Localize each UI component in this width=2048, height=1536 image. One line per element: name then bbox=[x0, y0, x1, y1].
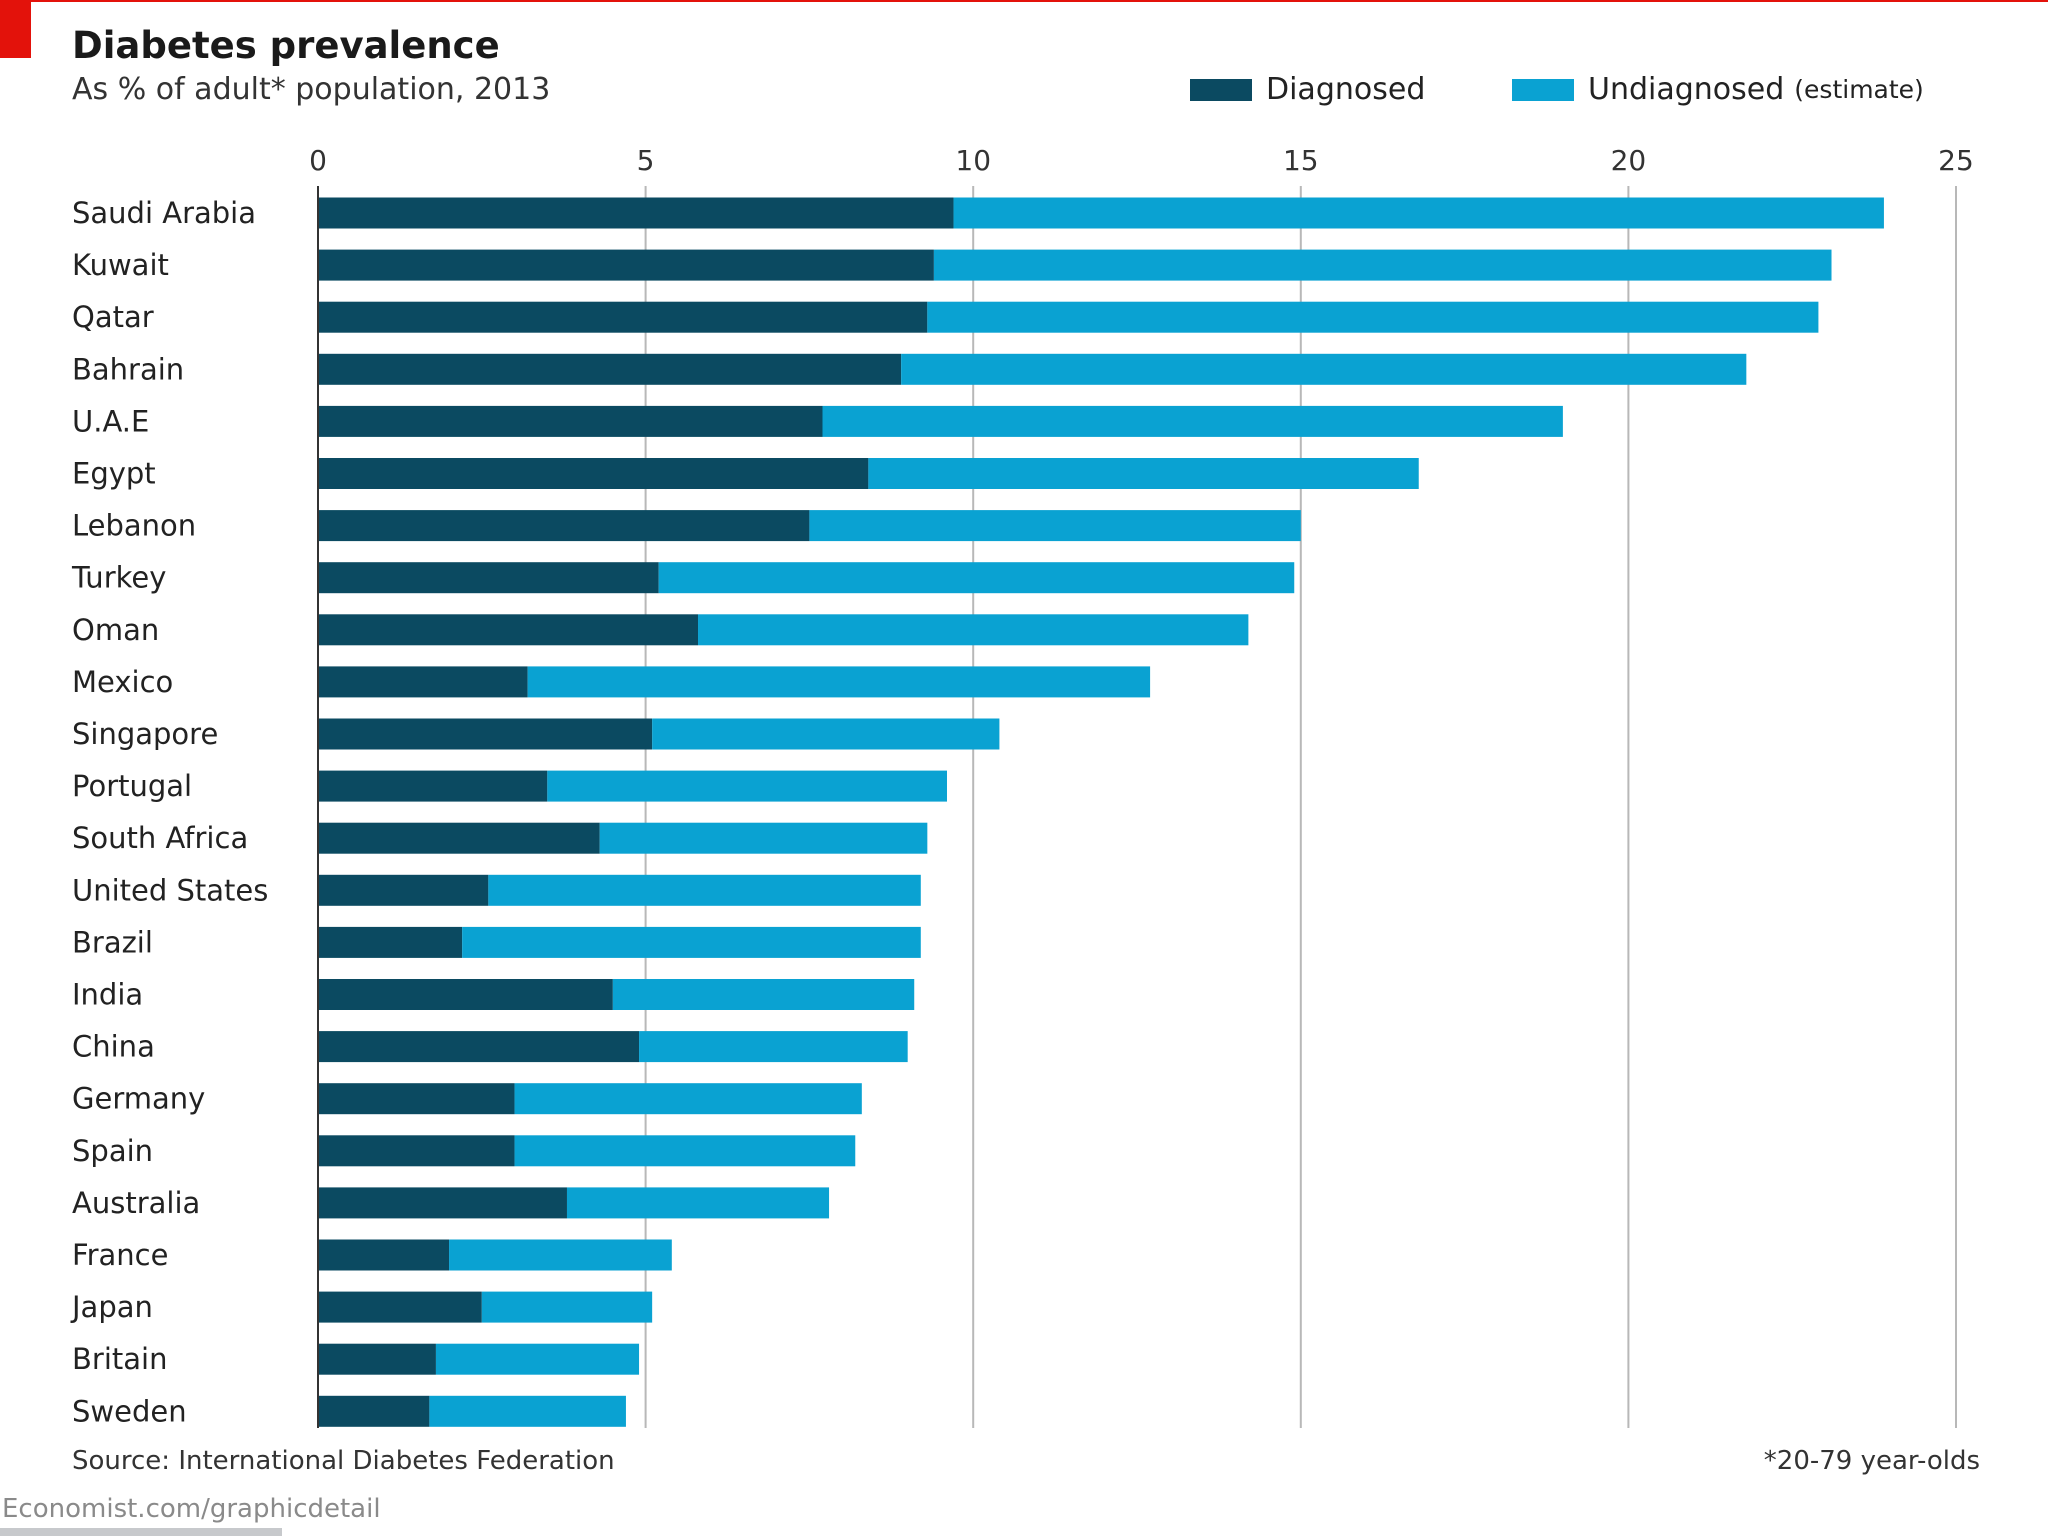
category-label: Turkey bbox=[71, 561, 166, 595]
chart-title: Diabetes prevalence bbox=[72, 24, 500, 67]
bar-undiagnosed bbox=[612, 979, 915, 1010]
footnote: *20-79 year-olds bbox=[1763, 1446, 1980, 1476]
bar-diagnosed bbox=[318, 510, 810, 542]
bar-undiagnosed bbox=[809, 510, 1301, 542]
category-label: Singapore bbox=[72, 717, 218, 751]
category-label: Portugal bbox=[72, 769, 192, 803]
x-axis-ticks: 0 5 10 15 20 25 bbox=[309, 144, 1974, 177]
bar-undiagnosed bbox=[901, 353, 1747, 385]
bar-undiagnosed bbox=[927, 301, 1819, 333]
x-tick-label: 25 bbox=[1938, 144, 1974, 177]
bar-undiagnosed bbox=[514, 1083, 862, 1115]
bar-diagnosed bbox=[318, 1395, 430, 1427]
bar-diagnosed bbox=[318, 1031, 640, 1063]
x-tick-label: 20 bbox=[1611, 144, 1647, 177]
bar-diagnosed bbox=[318, 718, 653, 750]
category-label: Qatar bbox=[72, 300, 154, 334]
bar-undiagnosed bbox=[822, 405, 1563, 437]
gridlines bbox=[644, 186, 1957, 1428]
bar-undiagnosed bbox=[547, 770, 947, 802]
site-credit: Economist.com/graphicdetail bbox=[2, 1494, 381, 1524]
legend-swatch-undiagnosed bbox=[1512, 78, 1574, 101]
bar-diagnosed bbox=[318, 1135, 515, 1167]
legend-swatch-diagnosed bbox=[1190, 78, 1252, 101]
category-label: Oman bbox=[72, 613, 159, 647]
category-label: United States bbox=[72, 873, 268, 907]
bar-diagnosed bbox=[318, 1343, 436, 1375]
bar-undiagnosed bbox=[566, 1187, 830, 1219]
bar-undiagnosed bbox=[868, 458, 1419, 489]
source-note: Source: International Diabetes Federatio… bbox=[72, 1446, 615, 1476]
category-label: China bbox=[72, 1030, 155, 1064]
bar-undiagnosed bbox=[435, 1343, 640, 1375]
bar-undiagnosed bbox=[514, 1135, 856, 1167]
bar-diagnosed bbox=[318, 1239, 450, 1271]
category-label: India bbox=[72, 978, 143, 1012]
category-label: Britain bbox=[72, 1342, 167, 1376]
bar-undiagnosed bbox=[599, 822, 928, 854]
bar-diagnosed bbox=[318, 1083, 515, 1115]
bar-undiagnosed bbox=[658, 562, 1295, 594]
bar-diagnosed bbox=[318, 249, 934, 281]
bar-undiagnosed bbox=[527, 666, 1151, 698]
bar-diagnosed bbox=[318, 874, 489, 906]
category-label: Mexico bbox=[72, 665, 173, 699]
bar-undiagnosed bbox=[488, 874, 921, 906]
bar-undiagnosed bbox=[462, 926, 921, 958]
bar-undiagnosed bbox=[698, 614, 1249, 646]
bar-diagnosed bbox=[318, 1291, 482, 1323]
bar-undiagnosed bbox=[652, 718, 1000, 750]
top-accent-line bbox=[0, 0, 2048, 2]
legend-label-undiagnosed-note: (estimate) bbox=[1794, 75, 1924, 104]
category-label: Saudi Arabia bbox=[72, 196, 256, 230]
bar-diagnosed bbox=[318, 405, 823, 437]
x-tick-label: 10 bbox=[955, 144, 991, 177]
bar-undiagnosed bbox=[429, 1395, 626, 1427]
legend-item-diagnosed: Diagnosed bbox=[1190, 72, 1425, 107]
x-tick-label: 5 bbox=[637, 144, 655, 177]
x-tick-label: 15 bbox=[1283, 144, 1319, 177]
category-label: Egypt bbox=[72, 457, 156, 491]
bar-diagnosed bbox=[318, 770, 548, 802]
category-label: Kuwait bbox=[72, 248, 169, 282]
chart-subtitle: As % of adult* population, 2013 bbox=[72, 72, 551, 107]
bar-diagnosed bbox=[318, 666, 528, 698]
category-label: Spain bbox=[72, 1134, 153, 1168]
bar-diagnosed bbox=[318, 197, 954, 229]
bar-diagnosed bbox=[318, 614, 699, 646]
bars bbox=[318, 197, 1884, 1427]
category-label: France bbox=[72, 1238, 168, 1272]
bar-diagnosed bbox=[318, 926, 463, 958]
category-label: Lebanon bbox=[72, 509, 196, 543]
category-label: Japan bbox=[70, 1290, 153, 1324]
bar-diagnosed bbox=[318, 822, 600, 854]
bar-diagnosed bbox=[318, 1187, 567, 1219]
bar-diagnosed bbox=[318, 562, 659, 594]
brand-red-tab bbox=[0, 0, 31, 58]
legend-item-undiagnosed: Undiagnosed (estimate) bbox=[1512, 72, 1924, 107]
bar-undiagnosed bbox=[933, 249, 1832, 281]
category-label: South Africa bbox=[72, 821, 248, 855]
bar-diagnosed bbox=[318, 458, 869, 489]
category-label: Sweden bbox=[72, 1394, 187, 1428]
x-tick-label: 0 bbox=[309, 144, 327, 177]
category-labels: Saudi Arabia Kuwait Qatar Bahrain U.A.E Egypt… bbox=[70, 196, 268, 1428]
category-label: Germany bbox=[72, 1082, 205, 1116]
bar-undiagnosed bbox=[953, 197, 1884, 229]
category-label: Bahrain bbox=[72, 352, 184, 386]
bar-diagnosed bbox=[318, 301, 928, 333]
bar-undiagnosed bbox=[481, 1291, 653, 1323]
legend-label-diagnosed: Diagnosed bbox=[1266, 72, 1426, 107]
category-label: U.A.E bbox=[72, 404, 149, 438]
category-label: Australia bbox=[72, 1186, 200, 1220]
bar-diagnosed bbox=[318, 353, 902, 385]
bar-undiagnosed bbox=[449, 1239, 672, 1271]
bar-diagnosed bbox=[318, 979, 613, 1010]
bar-undiagnosed bbox=[639, 1031, 908, 1063]
category-label: Brazil bbox=[72, 925, 153, 959]
credit-underline-bar bbox=[0, 1528, 282, 1536]
legend-label-undiagnosed: Undiagnosed bbox=[1588, 72, 1785, 107]
